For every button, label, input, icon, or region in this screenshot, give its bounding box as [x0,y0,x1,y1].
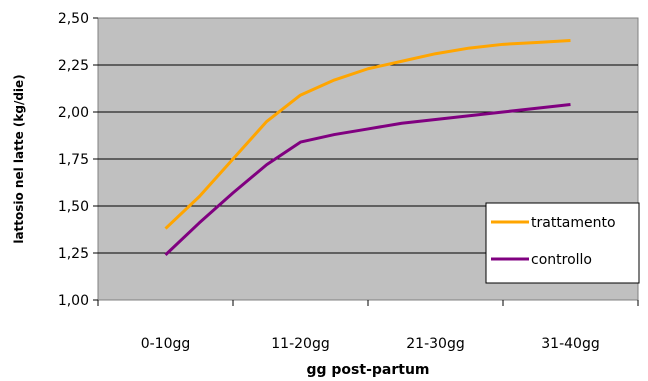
legend: trattamento controllo [485,202,640,284]
y-tick-label: 2,25 [58,58,89,74]
x-tick-label: 31-40gg [541,336,599,352]
y-tick-label: 1,75 [58,152,89,168]
y-tick-label: 2,00 [58,105,89,121]
y-tick-label: 1,00 [58,293,89,309]
legend-box [485,202,640,284]
y-tick-label: 2,50 [58,11,89,27]
y-tick-label: 1,25 [58,246,89,262]
y-axis-label: lattosio nel latte (kg/die) [12,74,26,243]
series-line-controllo [164,102,571,256]
x-axis-label: gg post-partum [306,362,429,378]
series-lines [164,39,571,256]
legend-label-trattamento: trattamento [531,215,616,231]
legend-label-controllo: controllo [531,252,592,268]
y-tick-label: 1,50 [58,199,89,215]
series-line-trattamento [164,39,571,230]
x-tick-label: 11-20gg [271,336,329,352]
x-tick-label: 21-30gg [406,336,464,352]
x-axis-ticks: 0-10gg 11-20gg 21-30gg 31-40gg [97,300,639,352]
x-tick-label: 0-10gg [141,336,191,352]
y-axis-ticks: 1,00 1,25 1,50 1,75 2,00 2,25 2,50 [58,11,98,309]
